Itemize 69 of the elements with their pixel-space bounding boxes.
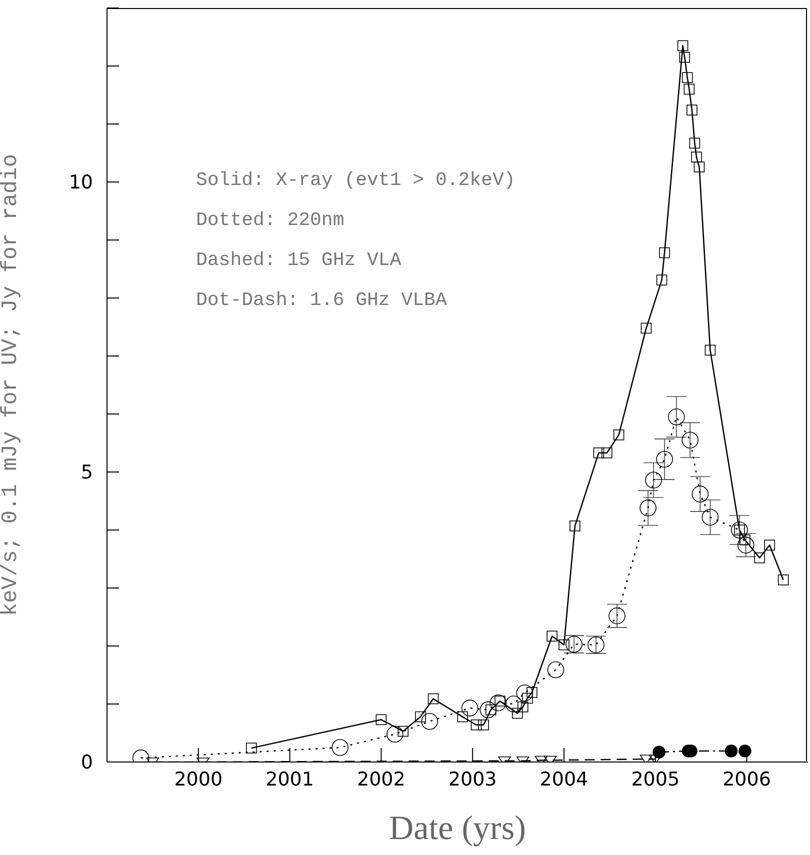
point [652, 746, 666, 759]
point [686, 104, 698, 116]
x-tick-label: 2002 [357, 768, 406, 790]
point [682, 432, 698, 448]
point [602, 447, 612, 458]
point [547, 661, 564, 678]
point [428, 693, 439, 704]
point [684, 84, 695, 95]
annotation: Solid: X-ray (evt1 > 0.2keV) [196, 168, 516, 193]
point [764, 540, 776, 550]
point [738, 744, 752, 758]
point [490, 694, 507, 712]
point [246, 742, 257, 754]
point [691, 152, 702, 162]
y-axis-title: keV/s; 0.1 mJy for UV; Jy for radio [0, 154, 23, 616]
point [692, 486, 709, 502]
point [694, 162, 705, 172]
point [517, 702, 528, 712]
x-tick-label: 2000 [174, 768, 223, 790]
x-axis-title: Date (yrs) [389, 810, 526, 847]
x-tick-label: 2004 [540, 768, 588, 790]
point [421, 713, 438, 730]
point [689, 138, 700, 149]
point [682, 72, 693, 83]
point [778, 574, 789, 586]
point [677, 40, 688, 52]
point [457, 711, 468, 722]
point [640, 500, 656, 516]
x-tick-label: 2005 [631, 768, 680, 790]
point [754, 552, 765, 564]
point [645, 472, 662, 489]
point [656, 450, 673, 468]
point [613, 429, 624, 440]
point [478, 719, 489, 730]
y-tick-label: 0 [80, 752, 93, 774]
y-tick-label: 10 [68, 172, 93, 194]
point [679, 52, 690, 63]
point [737, 536, 754, 554]
point [724, 744, 738, 758]
annotation: Dot-Dash: 1.6 GHz VLBA [196, 288, 448, 313]
point [608, 607, 626, 624]
point [398, 726, 409, 737]
point [640, 322, 652, 334]
x-tick-label: 2003 [448, 768, 497, 790]
x-tick-label: 2006 [722, 768, 771, 790]
point [546, 630, 558, 642]
point [415, 711, 426, 722]
point [512, 708, 523, 719]
x-tick-label: 2001 [266, 768, 314, 790]
point [558, 639, 570, 650]
point [461, 700, 478, 716]
annotation: Dotted: 220nm [196, 208, 346, 233]
point [570, 520, 580, 532]
point [526, 687, 538, 698]
point [480, 701, 497, 718]
y-tick-label: 5 [80, 462, 93, 484]
point [332, 739, 348, 756]
point [704, 344, 716, 356]
point [656, 274, 668, 286]
annotation: Dashed: 15 GHz VLA [196, 248, 402, 273]
point [505, 696, 522, 712]
point [376, 714, 387, 726]
point [668, 408, 685, 426]
point [593, 447, 604, 458]
point [702, 508, 719, 526]
point [659, 247, 670, 258]
point [516, 684, 534, 702]
point [470, 719, 482, 730]
point [386, 726, 404, 743]
